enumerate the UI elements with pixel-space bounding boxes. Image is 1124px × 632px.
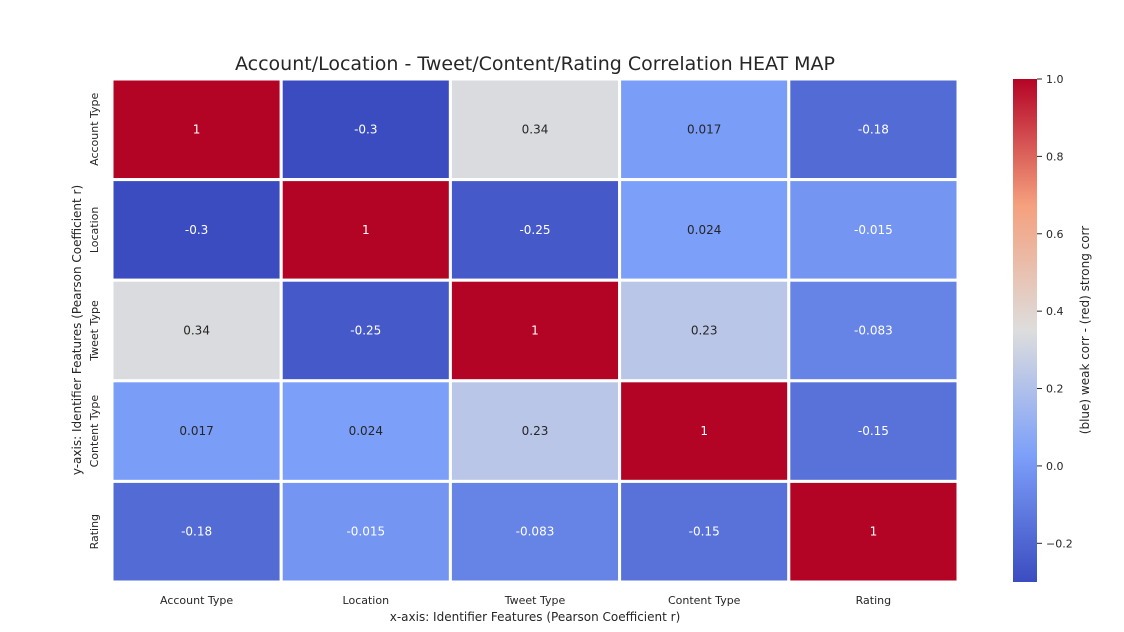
heatmap-cell [110, 178, 283, 282]
colorbar-tick-label: 0.6 [1046, 228, 1064, 241]
x-axis-label: x-axis: Identifier Features (Pearson Coe… [390, 610, 681, 624]
heatmap-cell [279, 479, 452, 584]
cell-value-label: -0.25 [350, 324, 381, 338]
cell-value-label: 1 [193, 122, 201, 136]
cell-value-label: -0.083 [516, 525, 555, 539]
y-axis-label: y-axis: Identifier Features (Pearson Coe… [70, 185, 84, 475]
heatmap-cell [448, 479, 622, 584]
cell-value-label: -0.083 [854, 324, 893, 338]
heatmap-cell [448, 379, 622, 483]
y-tick-label: Content Type [88, 395, 101, 468]
y-tick-label: Rating [88, 514, 101, 549]
cell-value-label: 1 [531, 324, 539, 338]
cell-value-label: 0.34 [522, 122, 549, 136]
cell-value-label: -0.015 [346, 525, 385, 539]
heatmap-cell [787, 379, 960, 483]
y-tick-label: Location [88, 207, 101, 254]
x-tick-labels: Account Type Location Tweet Type Content Ty… [160, 594, 891, 607]
cell-value-label: -0.15 [858, 424, 889, 438]
heatmap-cell [448, 178, 622, 282]
chart-title: Account/Location - Tweet/Content/Rating … [235, 53, 835, 75]
heatmap-cell [110, 77, 283, 182]
y-tick-label: Account Type [88, 92, 101, 165]
colorbar-tick-label: 1.0 [1046, 73, 1064, 86]
heatmap-cell [110, 379, 283, 483]
colorbar-tick-label: −0.2 [1046, 537, 1073, 550]
colorbar [1013, 79, 1037, 582]
cell-value-label: 0.34 [183, 324, 210, 338]
x-tick-label: Location [343, 594, 390, 607]
heatmap-cells: 1 -0.3 0.34 0.017 -0.18 -0.3 1 -0.25 0.024 -0.015… [110, 77, 960, 584]
y-tick-labels: Account Type Location Tweet Type Content Ty… [88, 92, 101, 549]
colorbar-tick-label: 0.2 [1046, 383, 1064, 396]
x-tick-label: Rating [856, 594, 891, 607]
cell-value-label: 0.024 [687, 223, 721, 237]
colorbar-tick-label: 0.0 [1046, 460, 1064, 473]
cell-value-label: 0.23 [522, 424, 549, 438]
y-tick-label: Tweet Type [88, 300, 101, 362]
heatmap-cell [110, 479, 283, 584]
cell-value-label: -0.18 [858, 122, 889, 136]
cell-value-label: 1 [700, 424, 708, 438]
cell-value-label: -0.3 [354, 122, 377, 136]
heatmap-cell [279, 278, 452, 383]
cell-value-label: -0.18 [181, 525, 212, 539]
heatmap-cell [279, 379, 452, 483]
cell-value-label: 0.017 [179, 424, 213, 438]
colorbar-label: (blue) weak corr - (red) strong corr [1078, 226, 1092, 435]
colorbar-tick-label: 0.8 [1046, 150, 1064, 163]
cell-value-label: 0.024 [349, 424, 383, 438]
heatmap-cell [618, 278, 791, 383]
x-tick-label: Content Type [668, 594, 741, 607]
colorbar-ticks: −0.2 0.0 0.2 0.4 0.6 0.8 1.0 [1037, 73, 1073, 550]
cell-value-label: 0.017 [687, 122, 721, 136]
cell-value-label: 0.23 [691, 324, 718, 338]
cell-value-label: 1 [870, 525, 878, 539]
cell-value-label: 1 [362, 223, 370, 237]
heatmap-cell [787, 178, 960, 282]
x-tick-label: Tweet Type [504, 594, 566, 607]
x-tick-label: Account Type [160, 594, 233, 607]
heatmap-cell [279, 77, 452, 182]
colorbar-tick-label: 0.4 [1046, 305, 1064, 318]
cell-value-label: -0.15 [689, 525, 720, 539]
cell-value-label: -0.015 [854, 223, 893, 237]
cell-value-label: -0.25 [519, 223, 550, 237]
heatmap-cell [618, 379, 791, 483]
heatmap-cell [787, 479, 960, 584]
cell-value-label: -0.3 [185, 223, 208, 237]
